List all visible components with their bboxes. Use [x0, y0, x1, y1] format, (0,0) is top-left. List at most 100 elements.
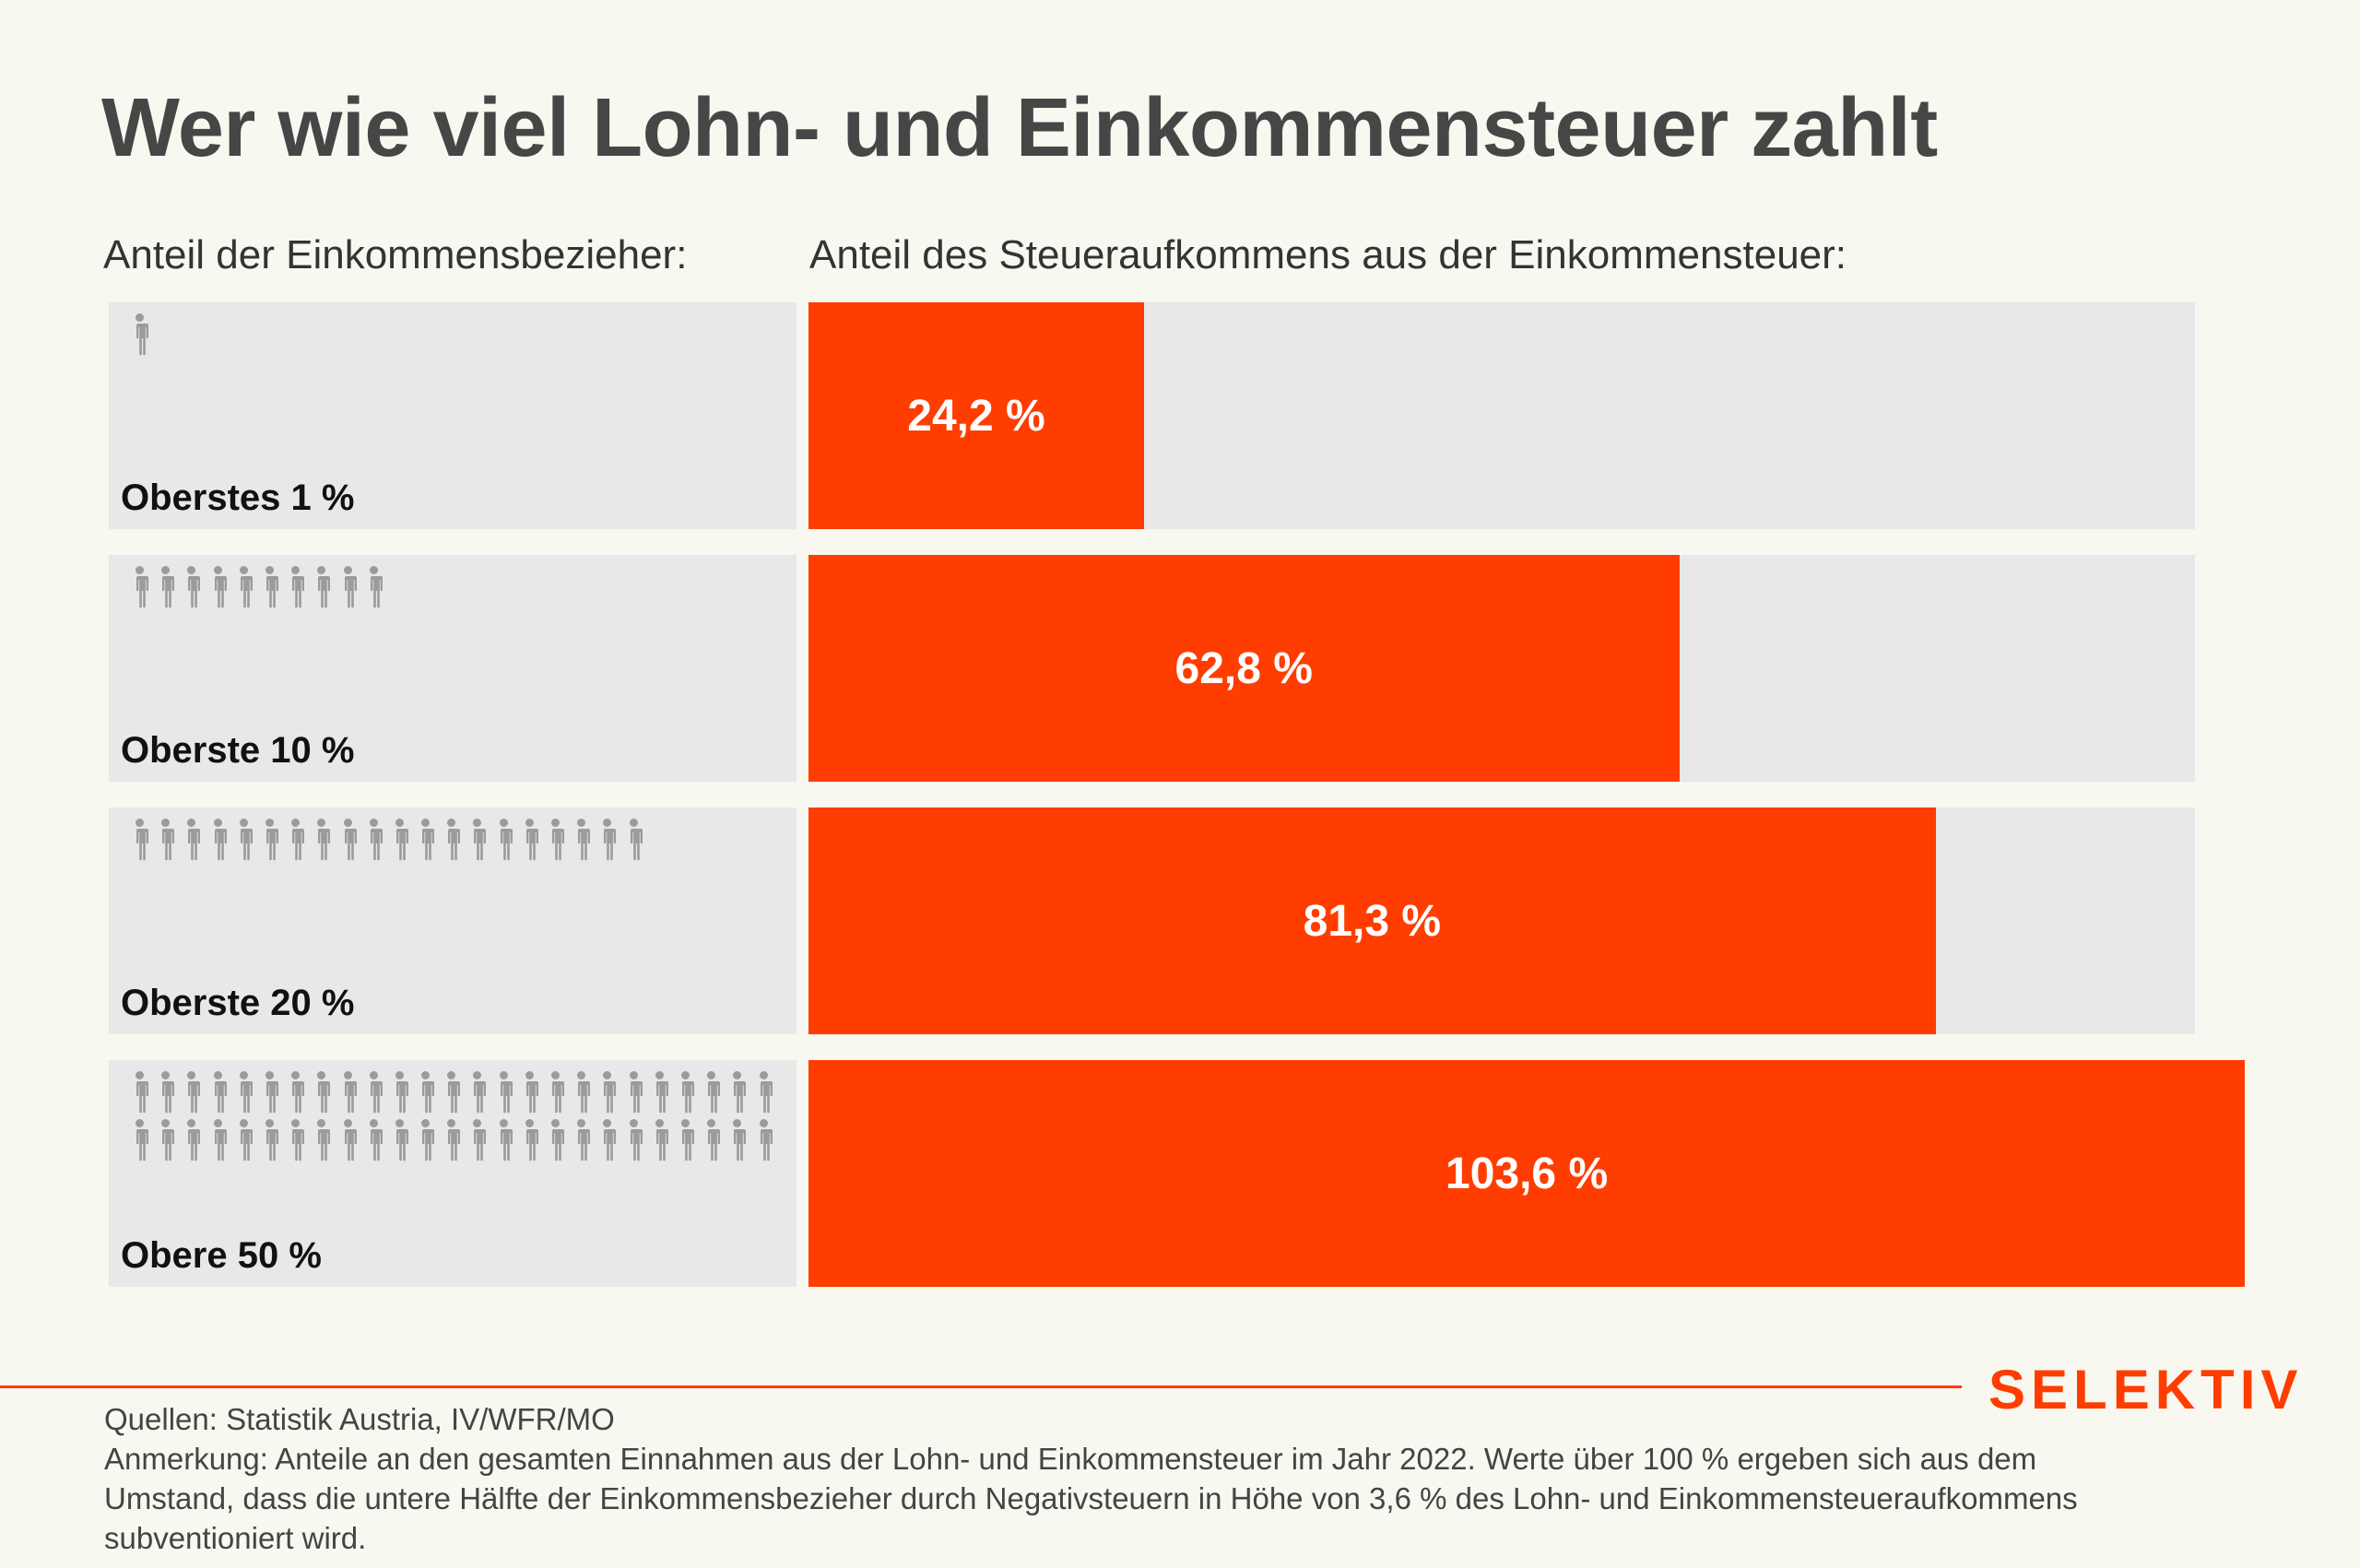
category-label: Oberstes 1 %	[121, 477, 355, 518]
footer-note-line: subventioniert wird.	[104, 1521, 367, 1555]
person-icon	[391, 1071, 408, 1114]
person-icon	[495, 1071, 513, 1114]
chart-title: Wer wie viel Lohn- und Einkommensteuer z…	[101, 82, 1938, 174]
person-icon	[235, 1119, 253, 1161]
person-icon	[598, 1071, 617, 1114]
person-icon	[235, 819, 253, 861]
person-icon	[495, 819, 513, 861]
person-icon	[702, 1119, 721, 1161]
person-icon	[339, 819, 357, 861]
person-icon	[442, 1119, 461, 1161]
person-icon	[417, 1071, 435, 1114]
person-icon	[651, 1119, 668, 1161]
person-icon	[365, 1119, 383, 1161]
person-icon-group	[131, 313, 776, 361]
person-icon	[521, 1119, 538, 1161]
person-icon-row	[131, 1119, 776, 1167]
person-icon	[728, 1071, 747, 1114]
footer-note-line: Umstand, dass die untere Hälfte der Eink…	[104, 1481, 2078, 1515]
group-panel: Oberste 20 %	[109, 808, 796, 1034]
person-icon	[157, 566, 175, 608]
person-icon	[287, 1071, 305, 1114]
bar: 81,3 %	[808, 808, 1936, 1034]
person-icon	[131, 566, 148, 608]
person-icon	[417, 1119, 435, 1161]
person-icon	[287, 566, 305, 608]
person-icon	[468, 819, 487, 861]
person-icon	[365, 1071, 383, 1114]
person-icon	[365, 819, 383, 861]
person-icon	[235, 1071, 253, 1114]
person-icon	[365, 566, 383, 608]
person-icon	[755, 1071, 773, 1114]
person-icon	[521, 1071, 538, 1114]
person-icon	[313, 566, 331, 608]
person-icon	[209, 1119, 227, 1161]
person-icon	[391, 819, 408, 861]
person-icon	[313, 819, 331, 861]
person-icon	[728, 1119, 747, 1161]
person-icon	[313, 1119, 331, 1161]
category-label: Obere 50 %	[121, 1235, 322, 1276]
person-icon	[131, 1071, 148, 1114]
person-icon	[755, 1119, 773, 1161]
person-icon	[547, 819, 564, 861]
person-icon	[442, 819, 461, 861]
footer-note-line: Anmerkung: Anteile an den gesamten Einna…	[104, 1442, 2037, 1476]
person-icon	[235, 566, 253, 608]
footer-divider	[0, 1385, 1962, 1388]
category-label: Oberste 10 %	[121, 730, 355, 771]
person-icon	[651, 1071, 668, 1114]
right-column-heading: Anteil des Steueraufkommens aus der Eink…	[809, 232, 1847, 277]
person-icon	[183, 1119, 201, 1161]
person-icon	[287, 1119, 305, 1161]
person-icon	[183, 566, 201, 608]
person-icon	[702, 1071, 721, 1114]
person-icon	[131, 313, 148, 356]
bar-value-label: 81,3 %	[1303, 896, 1442, 946]
person-icon	[209, 566, 227, 608]
brand-logo: SELEKTIV	[1988, 1359, 2304, 1421]
person-icon	[572, 1071, 591, 1114]
person-icon	[157, 1071, 175, 1114]
person-icon	[547, 1071, 564, 1114]
person-icon	[468, 1071, 487, 1114]
person-icon	[183, 1071, 201, 1114]
person-icon	[677, 1119, 694, 1161]
person-icon	[521, 819, 538, 861]
person-icon	[261, 1071, 278, 1114]
person-icon	[131, 819, 148, 861]
person-icon	[339, 1071, 357, 1114]
category-label: Oberste 20 %	[121, 983, 355, 1023]
person-icon	[417, 819, 435, 861]
footer-notes: Quellen: Statistik Austria, IV/WFR/MO An…	[104, 1399, 2078, 1558]
person-icon	[183, 819, 201, 861]
person-icon	[261, 1119, 278, 1161]
person-icon	[157, 1119, 175, 1161]
person-icon	[625, 1071, 643, 1114]
person-icon	[442, 1071, 461, 1114]
group-panel: Oberstes 1 %	[109, 302, 796, 529]
footer-sources: Quellen: Statistik Austria, IV/WFR/MO	[104, 1402, 615, 1436]
person-icon	[261, 566, 278, 608]
bar: 103,6 %	[808, 1060, 2246, 1287]
person-icon	[598, 819, 617, 861]
bar: 24,2 %	[808, 302, 1144, 529]
person-icon	[157, 819, 175, 861]
person-icon-group	[131, 1071, 776, 1167]
bar-value-label: 103,6 %	[1446, 1149, 1609, 1198]
person-icon	[209, 1071, 227, 1114]
person-icon	[287, 819, 305, 861]
person-icon	[572, 1119, 591, 1161]
person-icon	[313, 1071, 331, 1114]
left-column-heading: Anteil der Einkommensbezieher:	[103, 232, 688, 277]
person-icon	[391, 1119, 408, 1161]
person-icon	[339, 1119, 357, 1161]
group-panel: Oberste 10 %	[109, 555, 796, 782]
bar: 62,8 %	[808, 555, 1680, 782]
person-icon	[261, 819, 278, 861]
person-icon	[677, 1071, 694, 1114]
person-icon	[598, 1119, 617, 1161]
person-icon	[547, 1119, 564, 1161]
person-icon	[572, 819, 591, 861]
